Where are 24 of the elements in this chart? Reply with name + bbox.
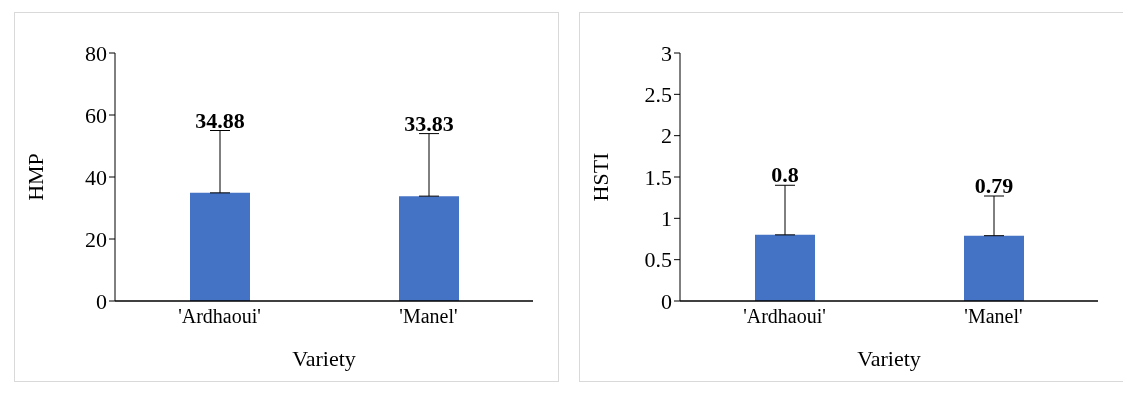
x-tick-label: 'Manel': [964, 305, 1023, 328]
y-axis-title: HMP: [22, 153, 48, 201]
y-tick-label: 40: [85, 164, 107, 190]
y-tick-label: 80: [85, 40, 107, 66]
x-tick-label: 'Ardhaoui': [178, 305, 261, 328]
y-tick-label: 1: [661, 206, 672, 232]
y-tick-label: 2.5: [644, 82, 672, 108]
y-tick-label: 0.5: [644, 247, 672, 273]
x-axis-title: Variety: [857, 346, 921, 371]
y-tick-label: 2: [661, 123, 672, 149]
y-tick-label: 3: [661, 40, 672, 66]
y-tick-label: 20: [85, 226, 107, 252]
y-tick-label: 0: [661, 288, 672, 314]
y-axis-title: HSTI: [587, 152, 613, 202]
data-label: 0.8: [771, 162, 799, 188]
data-label: 0.79: [974, 173, 1014, 199]
y-tick-label: 60: [85, 102, 107, 128]
x-axis-title: Variety: [292, 346, 356, 371]
y-tick-label: 0: [96, 288, 107, 314]
data-label: 33.83: [404, 110, 454, 136]
x-tick-label: 'Manel': [399, 305, 458, 328]
x-tick-label: 'Ardhaoui': [743, 305, 826, 328]
y-tick-label: 1.5: [644, 164, 672, 190]
data-label: 34.88: [195, 107, 245, 133]
